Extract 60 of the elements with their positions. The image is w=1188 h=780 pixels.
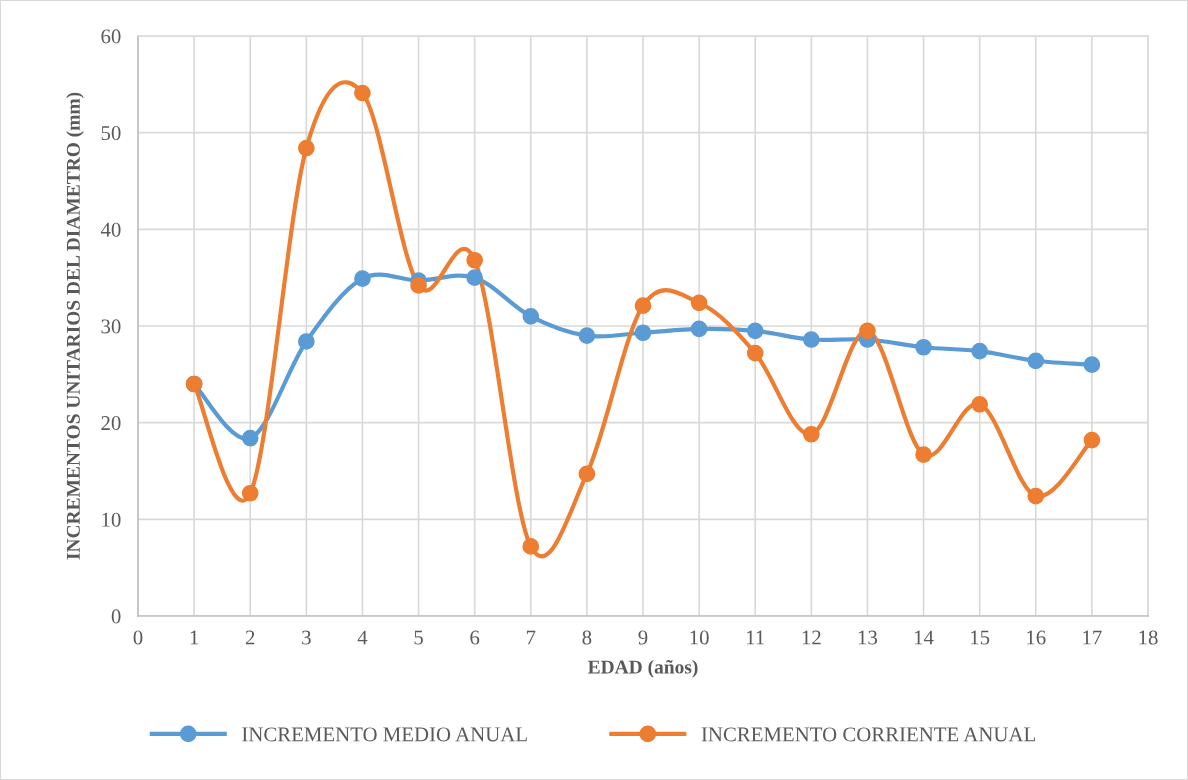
x-tick-label: 11 <box>747 630 764 645</box>
point <box>1027 487 1045 505</box>
x-tick-label: 7 <box>526 630 536 645</box>
y-tick-label: 50 <box>101 126 121 141</box>
y-tick-label: 30 <box>101 319 121 334</box>
legend-label: INCREMENTO MEDIO ANUAL <box>242 727 527 742</box>
point <box>690 294 708 312</box>
point <box>354 84 371 102</box>
point <box>466 251 484 269</box>
point <box>297 333 315 350</box>
x-tick-label: 14 <box>914 630 934 645</box>
x-tick-label: 0 <box>133 630 143 645</box>
point <box>578 327 596 345</box>
x-tick-label: 2 <box>245 630 255 645</box>
y-tick-label: 0 <box>111 609 121 624</box>
x-tick-label: 16 <box>1027 630 1046 645</box>
x-tick-label: 1 <box>190 630 199 645</box>
point <box>522 307 540 325</box>
y-tick-label: 20 <box>101 416 121 431</box>
x-tick-label: 6 <box>470 630 480 645</box>
x-tick-label: 8 <box>582 630 592 645</box>
point <box>1027 352 1045 370</box>
point <box>466 269 484 287</box>
point <box>634 297 652 315</box>
point <box>1083 356 1101 374</box>
point <box>802 331 820 348</box>
point <box>241 484 259 502</box>
point <box>522 538 540 555</box>
point <box>634 324 652 342</box>
point <box>354 270 371 287</box>
point <box>971 395 989 413</box>
x-tick-label: 17 <box>1083 630 1102 645</box>
point <box>746 344 764 362</box>
point <box>578 465 596 483</box>
point <box>746 322 764 340</box>
x-tick-label: 3 <box>302 630 311 645</box>
x-tick-label: 5 <box>414 630 423 645</box>
x-tick-label: 10 <box>690 630 709 645</box>
x-tick-label: 15 <box>971 630 990 645</box>
x-tick-label: 12 <box>802 630 821 645</box>
point <box>859 322 876 340</box>
point <box>915 446 932 463</box>
x-tick-label: 13 <box>858 630 878 645</box>
y-axis-title: INCREMENTOS UNITARIOS DEL DIAMETRO (mm) <box>66 92 84 560</box>
x-axis-title: EDAD (años) <box>587 659 698 678</box>
x-tick-label: 9 <box>638 630 648 645</box>
point <box>297 139 315 157</box>
x-tick-label: 18 <box>1139 630 1158 645</box>
x-tick-label: 4 <box>357 630 368 645</box>
point <box>971 342 989 360</box>
point <box>1083 431 1101 449</box>
point <box>690 320 708 338</box>
point <box>915 338 932 356</box>
legend-label: INCREMENTO CORRIENTE ANUAL <box>701 727 1035 742</box>
point <box>802 425 820 443</box>
y-tick-label: 10 <box>102 512 121 527</box>
y-tick-label: 60 <box>101 29 121 44</box>
point <box>410 277 427 294</box>
y-tick-label: 40 <box>100 222 121 237</box>
point <box>241 429 259 447</box>
